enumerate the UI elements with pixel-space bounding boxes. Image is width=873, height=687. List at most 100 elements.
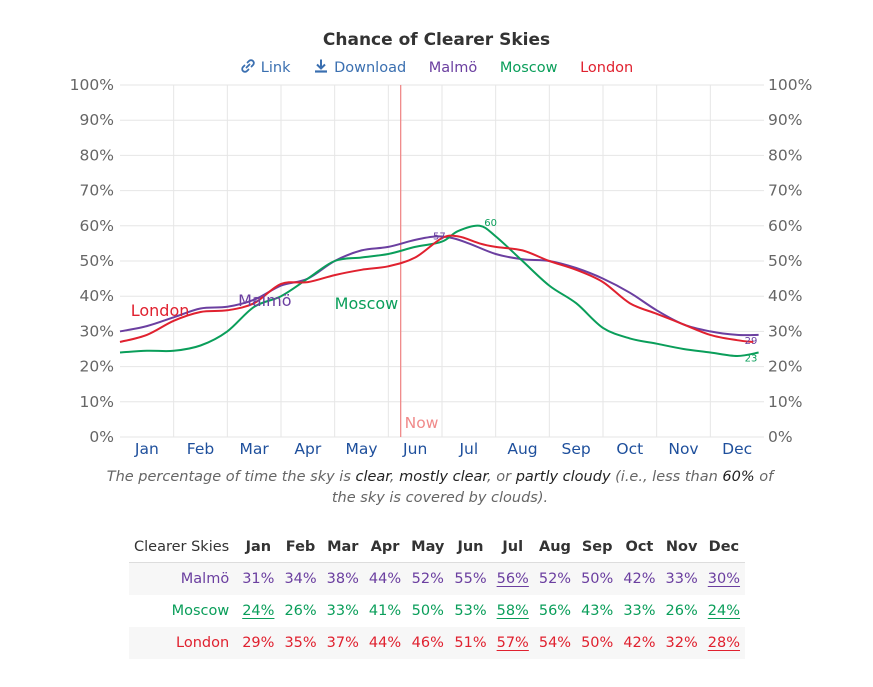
link-button[interactable]: Link: [240, 58, 291, 76]
table-cell: 38%: [321, 562, 364, 595]
legend-bar: Link Download Malmö Moscow London: [0, 58, 873, 76]
y-axis-ticks: 0% 0% 10% 10% 20% 20% 30% 30% 40% 40% 50% 50% 60% 60%…: [70, 76, 813, 446]
x-tick-label: Apr: [294, 440, 321, 458]
table-row: Malmö 31% 34% 38% 44% 52% 55% 56% 52% 50% 42% 33% 30…: [129, 562, 746, 595]
y-tick-label-right: 90%: [768, 111, 802, 129]
legend-item-malmo[interactable]: Malmö: [428, 60, 478, 76]
table-cell: 26%: [660, 595, 703, 627]
table-cell: 50%: [576, 562, 619, 595]
series-line-moscow: [119, 224, 759, 357]
table-cell: 24%: [702, 595, 746, 627]
table-header-month: Aug: [538, 539, 571, 555]
table-cell: 35%: [279, 627, 322, 659]
download-label: Download: [334, 60, 407, 76]
download-icon: [315, 59, 328, 73]
table-cell: 33%: [660, 562, 703, 595]
y-tick-label-right: 70%: [768, 182, 802, 200]
table-cell: 42%: [618, 562, 661, 595]
table-header-month: Dec: [708, 539, 740, 555]
caption-threshold: 60%: [722, 469, 755, 485]
table-row: Moscow 24% 26% 33% 41% 50% 53% 58% 56% 43% 33% 26% 2…: [129, 595, 746, 627]
y-tick-label-left: 20%: [80, 358, 114, 376]
table-cell: 31%: [237, 562, 280, 595]
x-tick-label: May: [345, 440, 377, 458]
table-row: London 29% 35% 37% 44% 46% 51% 57% 54% 50% 42% 32% 2…: [129, 627, 746, 659]
chart-caption: The percentage of time the sky is clear,…: [106, 469, 774, 506]
x-tick-label: Aug: [507, 440, 537, 458]
caption-term-partly-cloudy: partly cloudy: [515, 469, 611, 485]
series-label-london: London: [131, 301, 190, 320]
summary-table: Clearer Skies Jan Feb Mar Apr May Jun Jul Aug Sep…: [129, 532, 746, 659]
table-header-month: Nov: [665, 539, 698, 555]
y-tick-label-left: 30%: [80, 322, 114, 340]
table-cell: 41%: [363, 595, 407, 627]
y-tick-label-left: 70%: [80, 182, 114, 200]
table-cell: 56%: [491, 562, 534, 595]
y-tick-label-right: 20%: [768, 358, 802, 376]
y-tick-label-left: 100%: [70, 76, 114, 94]
table-row-name: Moscow: [129, 595, 238, 627]
x-tick-label: Jun: [402, 440, 427, 458]
end-value-moscow: 23: [745, 354, 758, 365]
y-tick-label-right: 100%: [768, 76, 812, 94]
y-tick-label-left: 50%: [80, 252, 114, 270]
table-cell: 46%: [406, 627, 450, 659]
table-cell: 50%: [576, 627, 619, 659]
x-tick-label: Sep: [562, 440, 591, 458]
y-tick-label-left: 90%: [80, 111, 114, 129]
x-tick-label: Dec: [722, 440, 752, 458]
series-lines: [119, 224, 759, 357]
chart-title: Chance of Clearer Skies: [322, 30, 551, 50]
table-cell: 56%: [533, 595, 577, 627]
series-line-london: [119, 234, 754, 343]
y-tick-label-left: 0%: [89, 428, 114, 446]
y-tick-label-left: 40%: [80, 287, 114, 305]
table-cell: 50%: [406, 595, 450, 627]
chart: 0% 0% 10% 10% 20% 20% 30% 30% 40% 40% 50% 50% 60% 60%…: [70, 76, 813, 458]
table-cell: 37%: [321, 627, 364, 659]
series-label-moscow: Moscow: [335, 294, 399, 313]
table-cell: 54%: [533, 627, 577, 659]
series-labels: 29 23 Malmö Moscow London 57 60: [131, 218, 758, 365]
now-label: Now: [405, 414, 439, 432]
x-tick-label: Feb: [187, 440, 214, 458]
series-label-malmo: Malmö: [238, 291, 291, 310]
table-cell: 28%: [702, 627, 746, 659]
table-header-row: Clearer Skies Jan Feb Mar Apr May Jun Jul Aug Sep…: [129, 532, 745, 563]
caption-term-mostly-clear: mostly clear: [399, 469, 488, 485]
table-row-name: London: [129, 627, 238, 659]
link-icon: [241, 59, 255, 73]
table-cell: 53%: [449, 595, 492, 627]
table-cell: 52%: [406, 562, 450, 595]
table-cell: 51%: [449, 627, 492, 659]
table-cell: 58%: [491, 595, 534, 627]
y-tick-label-left: 60%: [80, 217, 114, 235]
table-cell: 32%: [660, 627, 703, 659]
y-tick-label-right: 50%: [768, 252, 802, 270]
legend-item-london[interactable]: London: [580, 60, 634, 76]
y-tick-label-right: 60%: [768, 217, 802, 235]
y-tick-label-right: 80%: [768, 146, 802, 164]
download-button[interactable]: Download: [313, 58, 406, 76]
table-header-month: Apr: [370, 539, 400, 555]
x-tick-label: Oct: [616, 440, 643, 458]
x-axis-ticks: Jan Feb Mar Apr May Jun Jul Aug Sep Oct Nov Dec: [134, 440, 752, 458]
table-header-month: Oct: [625, 539, 654, 555]
table-cell: 24%: [237, 595, 280, 627]
series-line-malmo: [119, 235, 759, 337]
y-tick-label-left: 80%: [80, 146, 114, 164]
table-header-month: Jan: [245, 539, 272, 555]
table-cell: 34%: [279, 562, 322, 595]
y-tick-label-right: 30%: [768, 322, 802, 340]
x-tick-label: Jan: [134, 440, 159, 458]
peak-value-moscow: 60: [484, 218, 497, 229]
table-header-month: May: [411, 539, 445, 555]
table-cell: 44%: [363, 562, 407, 595]
x-tick-label: Mar: [240, 440, 270, 458]
link-label: Link: [260, 60, 291, 76]
table-cell: 30%: [702, 562, 746, 595]
table-cell: 43%: [576, 595, 619, 627]
y-tick-label-right: 10%: [768, 393, 802, 411]
legend-item-moscow[interactable]: Moscow: [499, 60, 558, 76]
table-header-month: Mar: [327, 539, 359, 555]
